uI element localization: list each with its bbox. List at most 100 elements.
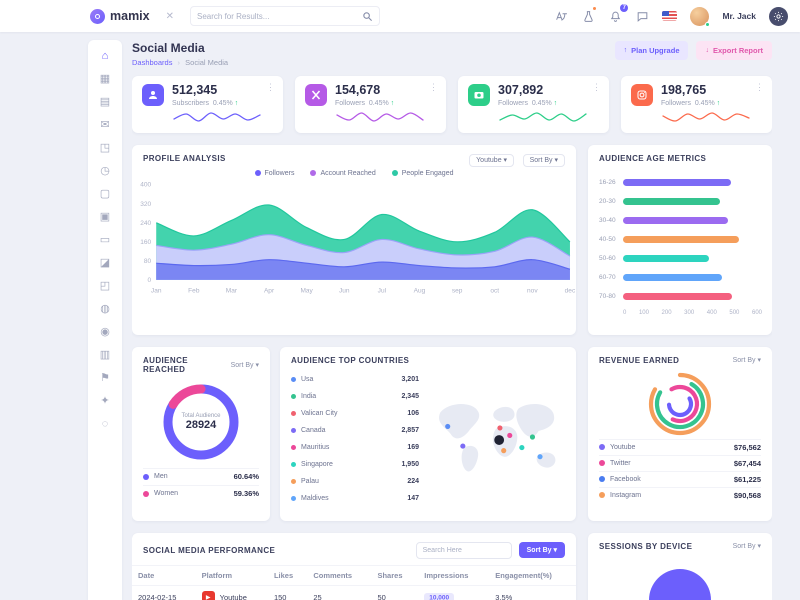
sessions-title: SESSIONS BY DEVICE xyxy=(599,541,693,551)
x-platform-icon xyxy=(305,84,327,106)
country-dot xyxy=(291,478,296,484)
country-value: 2,345 xyxy=(401,392,419,400)
legend-people-engaged: People Engaged xyxy=(391,170,454,177)
table-cell: 25 xyxy=(307,584,372,600)
country-dot xyxy=(291,495,296,501)
age-bar xyxy=(623,235,740,243)
sidebar-item-maps-icon[interactable]: ◍ xyxy=(100,303,110,315)
sidebar-item-mail-icon[interactable]: ✉ xyxy=(100,119,110,131)
sidebar-item-security-icon[interactable]: ◉ xyxy=(100,326,110,338)
messages-icon[interactable] xyxy=(635,9,649,23)
table-column-header: Platform xyxy=(195,564,268,586)
country-name: Mauritius xyxy=(301,443,330,451)
platform-revenue: $90,568 xyxy=(733,490,761,500)
stat-menu-icon[interactable]: ⋮ xyxy=(266,82,275,92)
platform-dot xyxy=(599,492,605,499)
svg-text:0: 0 xyxy=(148,277,152,284)
user-name: Mr. Jack xyxy=(722,11,756,21)
axis-tick: 500 xyxy=(729,309,740,316)
country-value: 106 xyxy=(407,409,419,417)
translate-icon[interactable] xyxy=(554,9,568,23)
stat-value: 307,892 xyxy=(498,83,544,97)
sidebar-item-charts-icon[interactable]: ◪ xyxy=(99,257,111,269)
sidebar-close-icon[interactable]: ✕ xyxy=(165,10,174,22)
plan-upgrade-button[interactable]: ↑ Plan Upgrade xyxy=(614,41,689,60)
age-bar-row: 50-60 xyxy=(599,249,761,268)
logo[interactable]: mamix xyxy=(90,8,150,24)
sidebar-item-widgets-icon[interactable]: ▤ xyxy=(99,96,111,108)
svg-text:sep: sep xyxy=(452,287,463,294)
axis-tick: 200 xyxy=(661,309,672,316)
table-row[interactable]: 2024-02-15 ▶ Youtube 150 25 50 10,000 3.5% xyxy=(132,584,576,600)
sidebar-item-timeline-icon[interactable]: ◷ xyxy=(100,165,110,177)
age-bar-row: 40-50 xyxy=(599,230,761,249)
sidebar-item-more-icon[interactable]: ◌ xyxy=(101,418,109,430)
sparkline-chart xyxy=(662,112,750,122)
profile-analysis-legend: Followers Account Reached People Engaged xyxy=(132,170,576,177)
age-bar-row: 60-70 xyxy=(599,268,761,287)
sidebar-item-reports-icon[interactable]: ⚑ xyxy=(100,372,110,384)
sort-by-select[interactable]: Sort By ▾ xyxy=(732,357,761,365)
notifications-bell-icon[interactable]: 7 xyxy=(608,4,629,23)
breadcrumb-current: Social Media xyxy=(185,58,229,67)
country-flag-icon[interactable] xyxy=(662,11,678,21)
country-row: Mauritius 169 xyxy=(291,439,419,456)
export-report-button[interactable]: ↓ Export Report xyxy=(696,41,772,60)
sidebar-item-tables-icon[interactable]: ▥ xyxy=(99,349,111,361)
search-input[interactable] xyxy=(197,11,362,21)
age-group-label: 70-80 xyxy=(599,292,616,300)
table-column-header: Shares xyxy=(371,564,419,586)
theme-notification-dot xyxy=(592,6,598,11)
sidebar-item-shop-icon[interactable]: ◳ xyxy=(99,142,111,154)
top-countries-card: AUDIENCE TOP COUNTRIES Usa 3,201 India 2,34… xyxy=(280,346,576,521)
sessions-by-device-card: SESSIONS BY DEVICE Sort By ▾ xyxy=(588,532,772,600)
social-media-performance-card: SOCIAL MEDIA PERFORMANCE Sort By ▾ DateP… xyxy=(132,532,576,600)
sparkline-chart xyxy=(173,112,261,122)
country-row: Canada 2,857 xyxy=(291,422,419,439)
settings-gear-button[interactable] xyxy=(769,6,788,26)
sort-by-select[interactable]: Sort By ▾ xyxy=(230,361,259,369)
stat-card-instagram-followers: ⋮ 198,765 Followers 0.45% ↑ xyxy=(621,76,772,133)
platform-name: Twitter xyxy=(610,459,631,467)
export-icon: ↓ xyxy=(705,47,709,54)
table-search-input[interactable] xyxy=(415,541,512,559)
user-avatar[interactable] xyxy=(690,6,711,27)
donut-total-value: 28924 xyxy=(185,418,217,431)
sidebar-item-pages-icon[interactable]: ▢ xyxy=(99,188,111,200)
sidebar-item-apps-icon[interactable]: ◰ xyxy=(99,280,111,292)
legend-account-reached: Account Reached xyxy=(310,170,376,177)
sidebar: ⌂ ▦ ▤ ✉ ◳ ◷ ▢ ▣ ▭ ◪ ◰ ◍ ◉ ▥ ⚑ ✦ ◌ xyxy=(88,40,122,600)
sessions-donut-chart xyxy=(649,568,711,600)
page-actions: ↑ Plan Upgrade ↓ Export Report xyxy=(614,41,772,60)
country-row: Palau 224 xyxy=(291,473,419,490)
platform-dot xyxy=(599,460,605,467)
platform-filter-select[interactable]: Youtube ▾ xyxy=(469,153,515,167)
world-map xyxy=(419,371,565,507)
sidebar-item-dashboards-icon[interactable]: ▦ xyxy=(99,73,111,85)
search-box[interactable] xyxy=(190,6,380,26)
theme-flask-icon[interactable] xyxy=(581,6,598,23)
sidebar-item-utilities-icon[interactable]: ✦ xyxy=(100,395,110,407)
age-group-label: 30-40 xyxy=(599,216,616,224)
legend-dot xyxy=(143,473,149,480)
legend-followers: Followers xyxy=(254,170,294,177)
sidebar-item-home-icon[interactable]: ⌂ xyxy=(101,50,109,62)
country-name: Canada xyxy=(301,426,326,434)
country-value: 1,950 xyxy=(401,460,419,468)
stat-menu-icon[interactable]: ⋮ xyxy=(755,82,764,92)
sidebar-item-cards-icon[interactable]: ▭ xyxy=(99,234,111,246)
online-status-dot xyxy=(705,21,711,27)
sort-by-select[interactable]: Sort By ▾ xyxy=(522,153,565,167)
svg-text:Jul: Jul xyxy=(378,287,386,294)
sort-by-select[interactable]: Sort By ▾ xyxy=(732,543,761,551)
stat-label: Followers 0.45% ↑ xyxy=(335,99,395,107)
stat-menu-icon[interactable]: ⋮ xyxy=(429,82,438,92)
svg-text:Jan: Jan xyxy=(151,287,162,294)
stat-value: 512,345 xyxy=(172,83,218,97)
breadcrumb-dashboards-link[interactable]: Dashboards xyxy=(132,58,173,67)
stat-menu-icon[interactable]: ⋮ xyxy=(592,82,601,92)
table-sort-button[interactable]: Sort By ▾ xyxy=(518,542,565,559)
country-name: Palau xyxy=(301,477,319,485)
sidebar-item-forms-icon[interactable]: ▣ xyxy=(99,211,111,223)
stat-label: Followers 0.45% ↑ xyxy=(498,99,558,107)
